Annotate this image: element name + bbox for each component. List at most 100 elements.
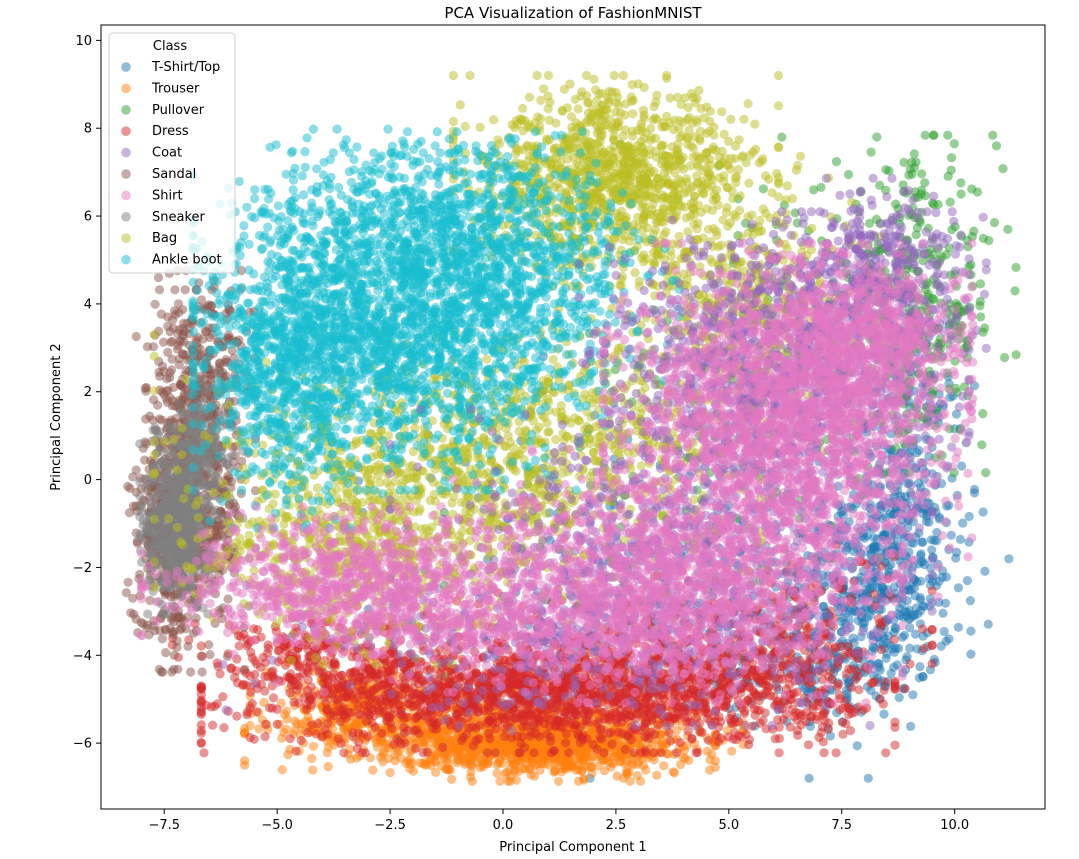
scatter-point	[443, 765, 453, 775]
scatter-point	[814, 732, 824, 743]
scatter-point	[949, 139, 959, 149]
scatter-point	[760, 708, 770, 718]
scatter-point	[308, 741, 319, 751]
scatter-point	[885, 508, 895, 519]
scatter-point	[956, 189, 966, 199]
scatter-point	[988, 130, 998, 140]
scatter-point	[604, 715, 615, 725]
scatter-point	[352, 693, 362, 703]
scatter-point	[520, 709, 531, 719]
scatter-point	[909, 611, 919, 621]
scatter-point	[890, 684, 900, 694]
scatter-point	[512, 708, 522, 719]
scatter-point	[965, 596, 976, 606]
scatter-point	[652, 770, 662, 780]
scatter-point	[905, 623, 915, 633]
scatter-point	[529, 748, 539, 758]
scatter-point	[852, 741, 862, 751]
scatter-point	[421, 757, 431, 767]
scatter-point	[890, 722, 900, 733]
scatter-point	[906, 721, 916, 732]
scatter-point	[499, 731, 509, 742]
scatter-point	[615, 705, 625, 716]
scatter-point	[966, 626, 976, 636]
scatter-point	[323, 718, 333, 728]
scatter-point	[561, 729, 571, 739]
scatter-point	[549, 703, 559, 713]
scatter-point	[517, 731, 528, 742]
scatter-point	[976, 312, 986, 322]
scatter-point	[666, 736, 676, 746]
scatter-point	[307, 753, 317, 764]
scatter-point	[232, 711, 242, 721]
scatter-point	[710, 762, 720, 772]
scatter-point	[716, 733, 726, 743]
scatter-point	[886, 668, 896, 679]
scatter-point	[1010, 286, 1020, 296]
scatter-point	[599, 748, 609, 758]
scatter-point	[483, 718, 493, 728]
scatter-point	[938, 608, 948, 618]
scatter-point	[758, 184, 769, 194]
scatter-point	[957, 461, 967, 471]
scatter-point	[967, 184, 977, 194]
scatter-point	[978, 233, 989, 243]
scatter-point	[758, 716, 768, 726]
scatter-point	[947, 153, 957, 163]
scatter-point	[352, 744, 362, 754]
scatter-point	[588, 740, 598, 750]
scatter-point	[404, 699, 414, 709]
scatter-point	[461, 729, 472, 739]
scatter-point	[875, 694, 885, 704]
scatter-point	[303, 728, 313, 738]
scatter-point	[879, 685, 889, 696]
scatter-point	[400, 738, 410, 748]
scatter-point	[348, 731, 358, 742]
scatter-point	[196, 738, 206, 748]
scatter-point	[389, 739, 399, 750]
scatter-point	[1011, 262, 1021, 272]
scatter-point	[624, 767, 634, 778]
scatter-point	[574, 765, 584, 775]
scatter-point	[245, 720, 255, 731]
scatter-point	[905, 643, 915, 653]
scatter-point	[484, 728, 494, 738]
scatter-point	[612, 717, 622, 728]
scatter-point	[447, 774, 457, 784]
scatter-point	[684, 755, 694, 765]
scatter-point	[514, 700, 524, 710]
scatter-point	[899, 157, 909, 167]
scatter-point	[560, 762, 570, 772]
scatter-point	[212, 699, 222, 709]
scatter-point	[632, 771, 643, 781]
scatter-point	[554, 776, 564, 786]
scatter-point	[432, 724, 442, 734]
scatter-point	[909, 583, 920, 593]
scatter-point	[291, 746, 301, 756]
scatter-point	[727, 746, 737, 756]
scatter-point	[943, 130, 953, 140]
scatter-point	[219, 723, 229, 733]
scatter-point	[774, 748, 784, 758]
scatter-point	[452, 749, 462, 759]
scatter-point	[837, 717, 848, 727]
scatter-point	[981, 468, 991, 478]
scatter-point	[410, 743, 420, 754]
scatter-point	[907, 169, 917, 179]
scatter-point	[353, 701, 363, 712]
scatter-point	[803, 740, 814, 750]
scatter-point	[669, 768, 680, 778]
scatter-point	[983, 619, 993, 629]
scatter-point	[376, 697, 386, 707]
scatter-point	[880, 677, 890, 687]
scatter-point	[969, 226, 979, 236]
scatter-point	[620, 744, 630, 755]
scatter-point	[659, 761, 669, 771]
scatter-point	[313, 718, 323, 729]
scatter-point	[1003, 224, 1013, 234]
scatter-point	[399, 723, 409, 733]
scatter-point	[208, 720, 218, 730]
scatter-point	[691, 748, 701, 758]
scatter-point	[419, 711, 429, 721]
scatter-point	[283, 749, 293, 760]
